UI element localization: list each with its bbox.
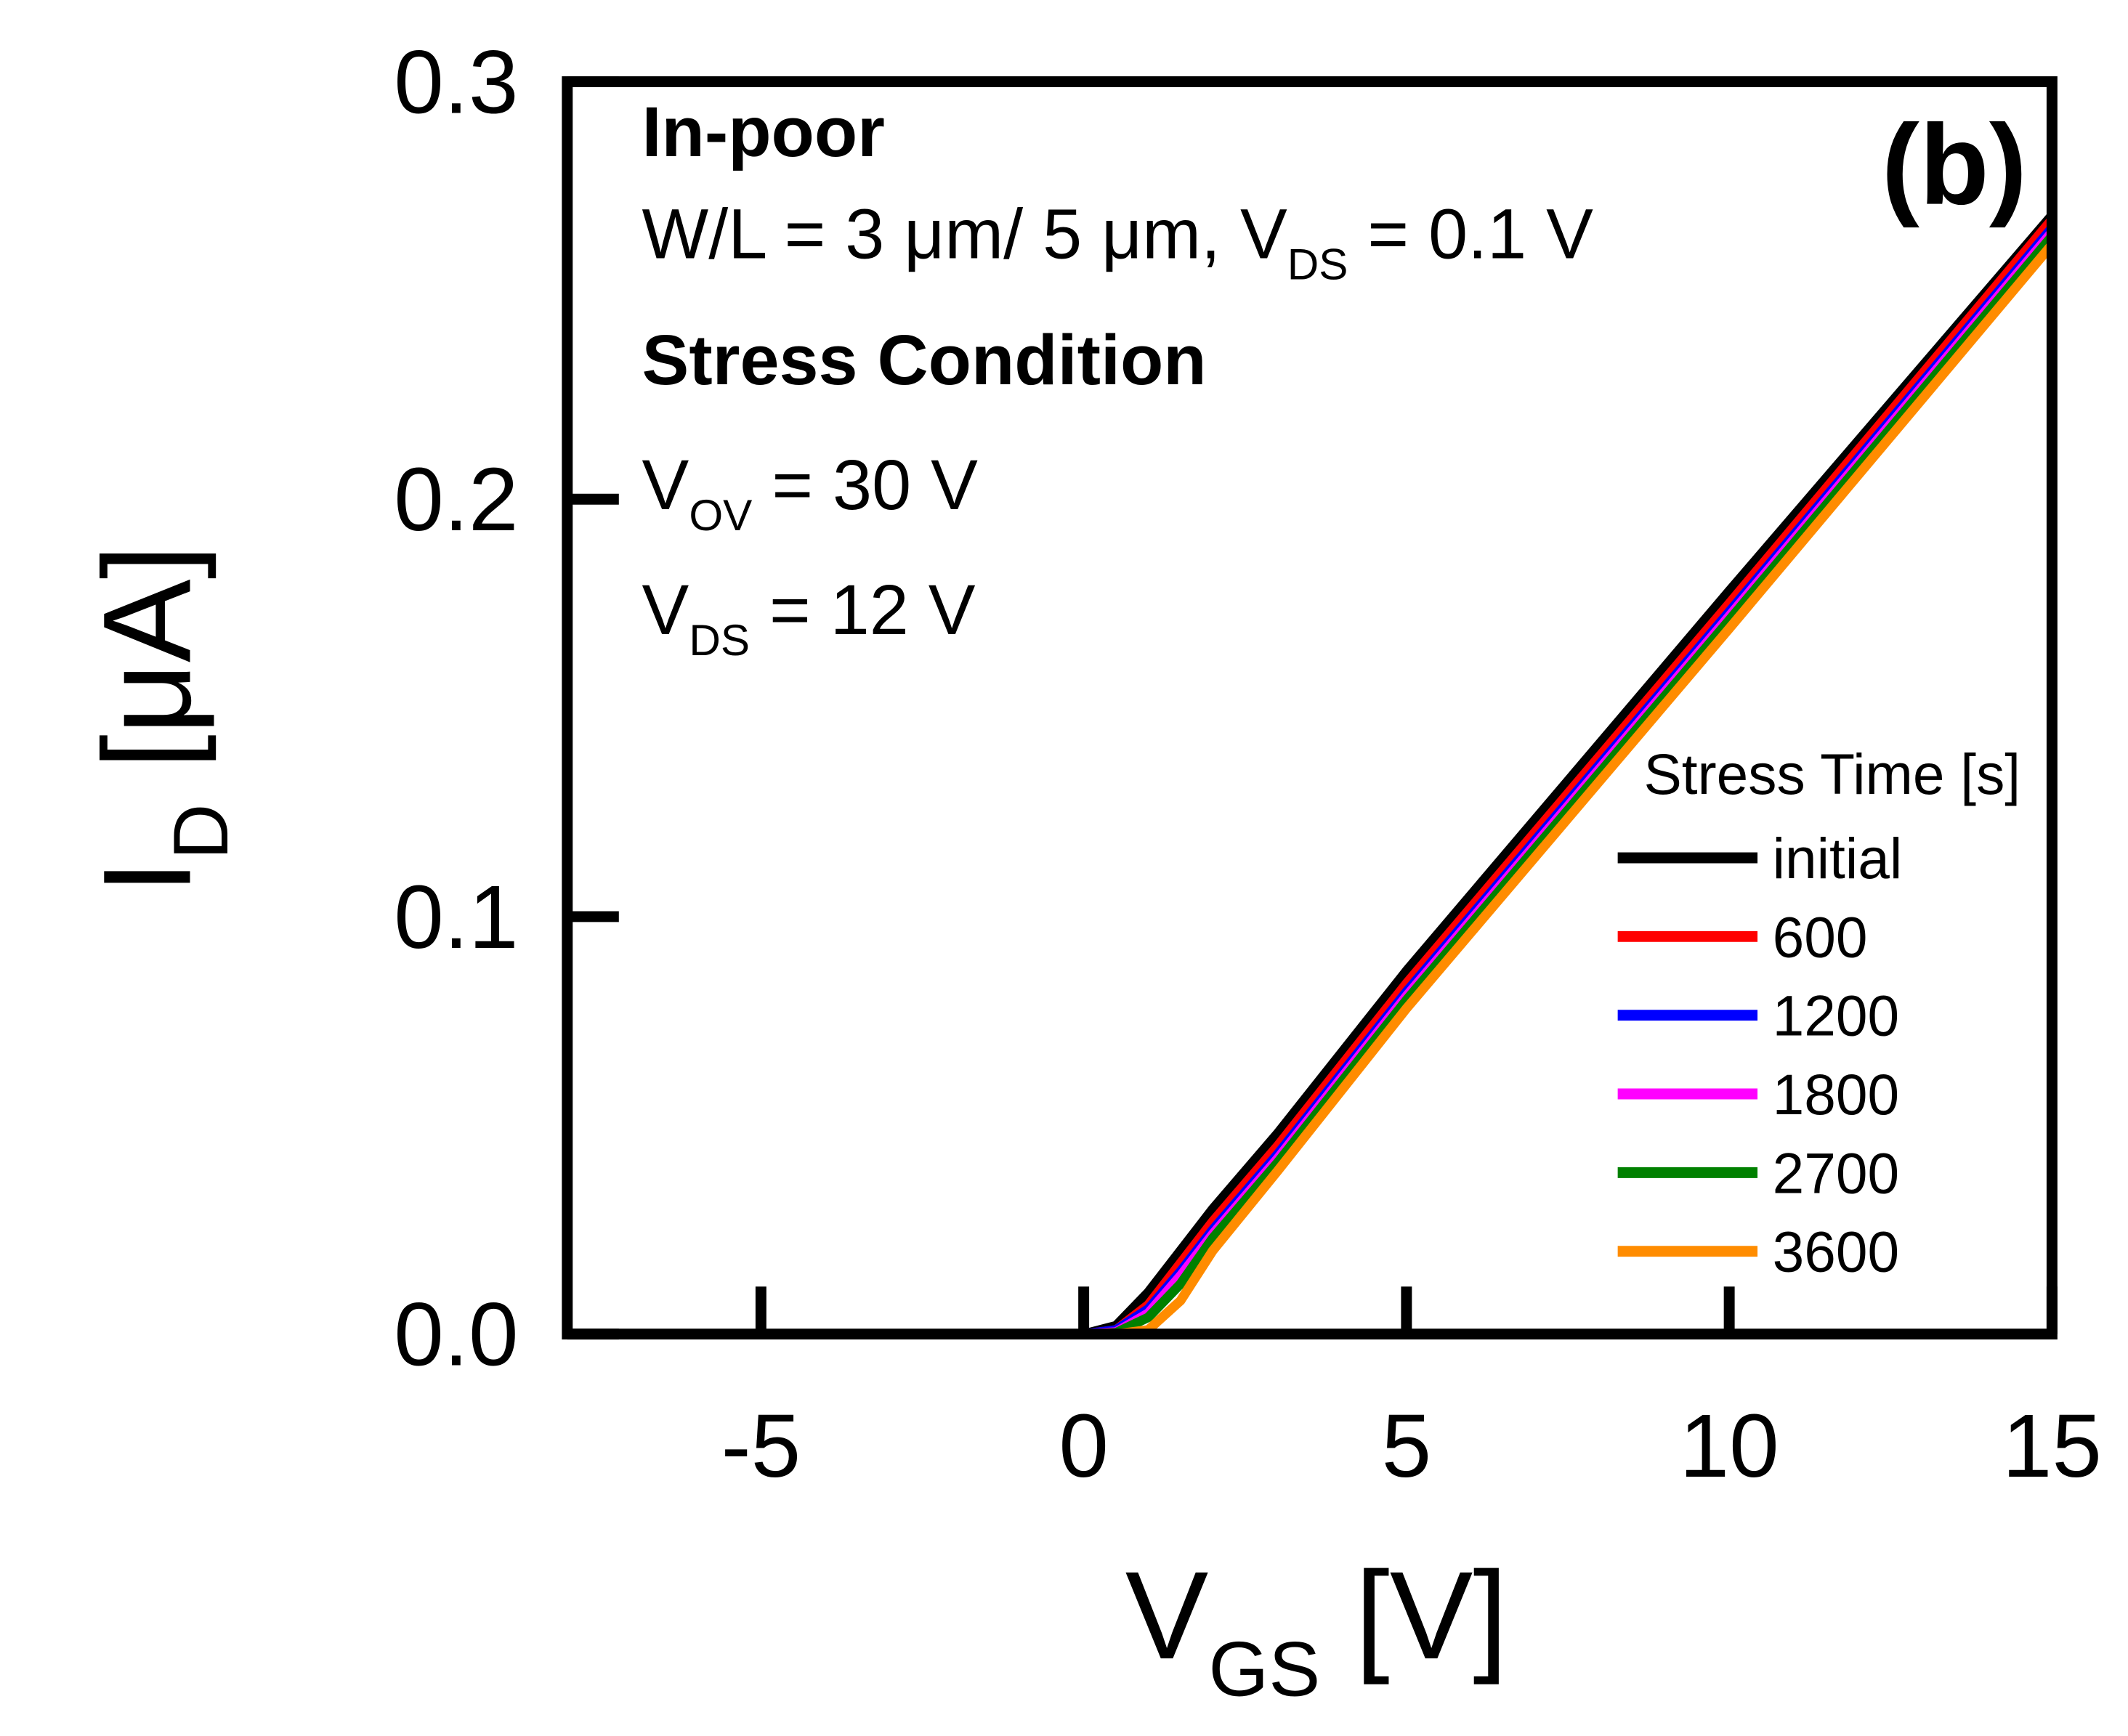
x-axis-label: VGS [V] (1125, 1546, 1508, 1713)
legend-label: 3600 (1773, 1220, 1900, 1284)
y-axis-label-sub: D (158, 804, 244, 860)
annotation-part: = 30 V (752, 445, 978, 524)
y-axis-label-part: [μA] (78, 545, 217, 804)
annotation: In-poor (642, 92, 885, 171)
annotation-sub: DS (1287, 239, 1348, 288)
annotation-sub: OV (689, 490, 752, 540)
x-tick-label: 10 (1680, 1396, 1779, 1496)
x-axis-label-part: V (1125, 1546, 1209, 1685)
annotation-part: V (642, 570, 689, 649)
annotation-sub: DS (689, 615, 750, 665)
annotation: VDS = 12 V (642, 570, 976, 665)
panel-label: (b) (1882, 102, 2027, 229)
y-axis-label-part: I (78, 859, 217, 894)
legend-label: 2700 (1773, 1141, 1900, 1205)
legend-label: 1800 (1773, 1063, 1900, 1127)
annotation: VOV = 30 V (642, 445, 979, 540)
legend-label: 1200 (1773, 984, 1900, 1048)
x-tick-label: 0 (1059, 1396, 1109, 1496)
annotation-part: In-poor (642, 92, 885, 171)
annotation-part: = 0.1 V (1348, 194, 1593, 273)
legend-label: 600 (1773, 905, 1868, 969)
annotation: Stress Condition (642, 320, 1207, 399)
x-axis-label-part: [V] (1320, 1546, 1508, 1685)
annotation-part: W/L = 3 μm/ 5 μm, V (642, 194, 1287, 273)
y-tick-label: 0.2 (394, 450, 518, 550)
y-tick-label: 0.1 (394, 867, 518, 968)
x-tick-label: 15 (2002, 1396, 2102, 1496)
annotation-part: Stress Condition (642, 320, 1207, 399)
x-axis-label-sub: GS (1208, 1626, 1320, 1713)
y-tick-label: 0.3 (394, 32, 518, 132)
y-axis-label: ID [μA] (78, 545, 245, 895)
x-tick-label: 5 (1382, 1396, 1432, 1496)
y-tick-label: 0.0 (394, 1285, 518, 1385)
legend-title: Stress Time [s] (1643, 742, 2020, 806)
legend-label: initial (1773, 827, 1903, 891)
plot-frame (562, 76, 2058, 1340)
annotation-part: V (642, 445, 689, 524)
annotation-part: = 12 V (750, 570, 976, 649)
x-tick-label: -5 (721, 1396, 801, 1496)
annotation: W/L = 3 μm/ 5 μm, VDS = 0.1 V (642, 194, 1594, 288)
